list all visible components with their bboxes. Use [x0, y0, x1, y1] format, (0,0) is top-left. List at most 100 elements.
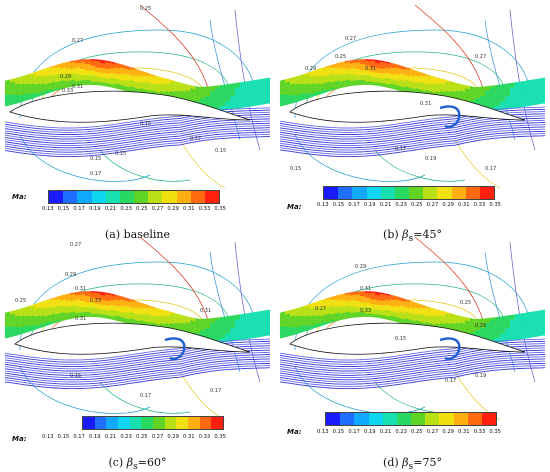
streamline-upper: [515, 337, 520, 338]
streamline-upper: [260, 92, 265, 93]
streamline-upper: [495, 329, 500, 330]
streamline-upper: [505, 319, 510, 320]
streamline-upper: [530, 312, 535, 313]
streamline-upper: [540, 317, 545, 318]
streamline-upper: [100, 62, 105, 63]
streamline-upper: [105, 80, 110, 81]
streamline-upper: [520, 336, 525, 337]
streamline-upper: [255, 315, 260, 316]
streamline-upper: [250, 95, 255, 96]
streamline-upper: [265, 312, 270, 313]
contour-label: 0.15: [90, 156, 101, 162]
streamline-upper: [375, 61, 380, 62]
streamline-upper: [255, 330, 260, 331]
streamline-upper: [535, 79, 540, 80]
contour-label: 0.31: [75, 286, 86, 292]
streamline-upper: [510, 88, 515, 89]
streamline-upper: [520, 101, 525, 102]
streamline-upper: [265, 325, 270, 326]
streamline-upper: [345, 68, 350, 69]
streamline-upper: [520, 335, 525, 336]
streamline-upper: [530, 82, 535, 83]
streamline-upper: [350, 294, 355, 295]
streamline-upper: [345, 316, 350, 317]
streamline-upper: [230, 105, 235, 106]
streamline-upper: [375, 310, 380, 311]
colorbar-swatch: [381, 187, 395, 199]
streamline-upper: [220, 90, 225, 91]
streamline-upper: [345, 295, 350, 296]
streamline-upper: [220, 92, 225, 93]
colorbar-tick: 0.21: [380, 202, 392, 208]
streamline-upper: [215, 89, 220, 90]
streamline-upper: [530, 333, 535, 334]
streamline-upper: [225, 99, 230, 100]
streamline-upper: [250, 81, 255, 82]
streamline-upper: [225, 91, 230, 92]
streamline-upper: [490, 102, 495, 103]
streamline-upper: [485, 98, 490, 99]
streamline-upper: [540, 333, 545, 334]
streamline-upper: [235, 338, 240, 339]
streamline-upper: [235, 103, 240, 104]
streamline-upper: [380, 293, 385, 294]
streamline-upper: [235, 335, 240, 336]
streamline-upper: [380, 74, 385, 75]
streamline-upper: [265, 320, 270, 321]
streamline-upper: [380, 309, 385, 310]
streamline-upper: [500, 88, 505, 89]
colorbar-swatch: [468, 413, 482, 425]
colorbar-swatch: [324, 187, 338, 199]
streamline-upper: [215, 331, 220, 332]
streamline-upper: [345, 66, 350, 67]
streamline-upper: [255, 91, 260, 92]
streamline-upper: [345, 304, 350, 305]
contour-label: 0.31: [360, 286, 371, 292]
streamline-upper: [75, 307, 80, 308]
streamline-upper: [375, 307, 380, 308]
streamline-upper: [210, 338, 215, 339]
streamline-upper: [495, 105, 500, 106]
streamline-upper: [75, 81, 80, 82]
colorbar-swatch: [188, 417, 200, 429]
streamline-upper: [500, 101, 505, 102]
streamline-upper: [215, 337, 220, 338]
streamline-upper: [500, 85, 505, 86]
streamline-upper: [265, 94, 270, 95]
streamline-upper: [245, 87, 250, 88]
streamline-upper: [375, 78, 380, 79]
streamline-upper: [220, 327, 225, 328]
streamline-upper: [265, 333, 270, 334]
streamline-upper: [245, 93, 250, 94]
streamline-upper: [240, 102, 245, 103]
streamline-upper: [70, 309, 75, 310]
streamline-upper: [375, 296, 380, 297]
contour-label: 0.27: [315, 306, 326, 312]
colorbar-tick: 0.21: [380, 429, 392, 435]
streamline-upper: [490, 93, 495, 94]
streamline-upper: [235, 320, 240, 321]
streamline-upper: [100, 67, 105, 68]
streamline-upper: [255, 101, 260, 102]
streamline-upper: [265, 310, 270, 311]
streamline-upper: [500, 330, 505, 331]
streamline-upper: [520, 328, 525, 329]
colorbar-tick: 0.13: [317, 202, 329, 208]
streamline-upper: [350, 61, 355, 62]
colorbar-tick: 0.35: [214, 206, 226, 212]
streamline-upper: [215, 321, 220, 322]
streamline-upper: [490, 326, 495, 327]
streamline-upper: [235, 95, 240, 96]
streamline-upper: [520, 314, 525, 315]
streamline-upper: [495, 85, 500, 86]
streamline-upper: [535, 319, 540, 320]
streamline-upper: [100, 75, 105, 76]
streamline-upper: [530, 101, 535, 102]
streamline-upper: [215, 326, 220, 327]
colorbar-swatch: [63, 191, 77, 203]
streamline-upper: [245, 90, 250, 91]
streamline-upper: [225, 331, 230, 332]
streamline-upper: [525, 321, 530, 322]
contour-label: 0.31: [420, 101, 431, 107]
streamline-upper: [530, 325, 535, 326]
